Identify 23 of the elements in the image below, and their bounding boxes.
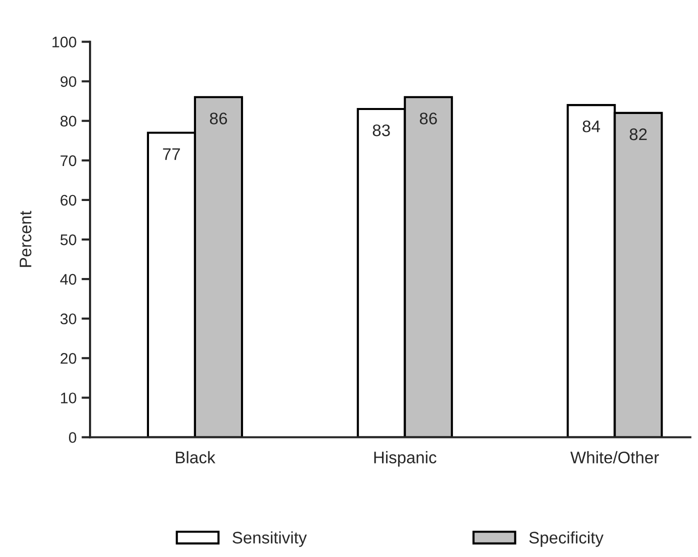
y-tick-label: 20 xyxy=(60,353,76,364)
y-tick-label: 90 xyxy=(60,76,76,88)
data-label: 84 xyxy=(582,120,600,132)
x-tick-label: Black xyxy=(176,451,216,464)
y-tick-label: 60 xyxy=(60,194,76,206)
y-tick-label: 0 xyxy=(68,432,76,443)
x-tick-label: White/Other xyxy=(570,451,659,464)
data-label: 86 xyxy=(420,112,437,124)
y-tick-label: 30 xyxy=(60,313,76,324)
y-tick-label: 50 xyxy=(60,234,76,246)
data-label: 83 xyxy=(372,124,390,136)
data-label: 82 xyxy=(630,128,647,140)
y-axis-title: Percent xyxy=(20,210,32,267)
y-tick-label: 40 xyxy=(60,274,76,285)
y-tick-label: 10 xyxy=(61,392,76,404)
legend-label: Specificity xyxy=(529,531,604,547)
x-tick-label: Hispanic xyxy=(374,451,436,467)
data-label: 77 xyxy=(163,148,180,160)
y-tick-label: 70 xyxy=(60,155,76,166)
y-tick-label: 80 xyxy=(60,116,76,127)
legend-label: Sensitivity xyxy=(232,531,307,547)
data-label: 86 xyxy=(210,112,228,124)
y-tick-label: 100 xyxy=(52,36,76,48)
